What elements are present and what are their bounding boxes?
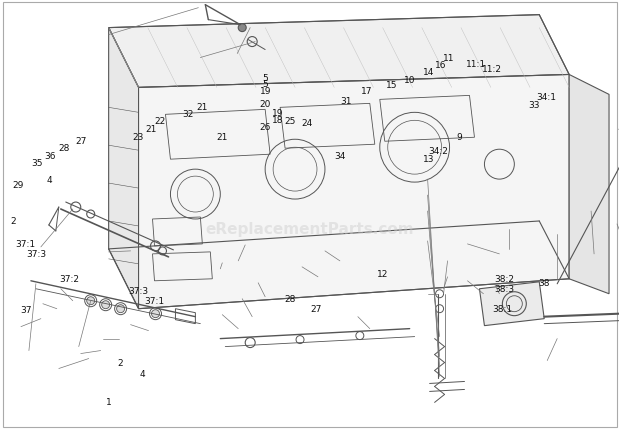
Circle shape <box>117 305 125 313</box>
Text: 1: 1 <box>106 397 112 406</box>
Text: 28: 28 <box>285 294 296 303</box>
Polygon shape <box>108 15 569 88</box>
Text: 14: 14 <box>423 68 435 77</box>
Circle shape <box>102 301 110 309</box>
Text: 38:1: 38:1 <box>493 304 513 313</box>
Text: 4: 4 <box>139 369 144 378</box>
Text: 18: 18 <box>272 115 283 124</box>
Text: 38: 38 <box>538 278 549 287</box>
Text: 38:3: 38:3 <box>495 284 515 293</box>
Text: 16: 16 <box>435 61 447 71</box>
Circle shape <box>151 310 159 318</box>
Text: 5: 5 <box>263 74 268 82</box>
Text: 11:1: 11:1 <box>466 60 485 69</box>
Polygon shape <box>138 75 569 309</box>
Text: 31: 31 <box>340 97 352 106</box>
Text: 9: 9 <box>457 132 463 141</box>
Text: 27: 27 <box>311 304 322 313</box>
Text: 21: 21 <box>216 132 228 141</box>
Circle shape <box>238 25 246 33</box>
Circle shape <box>87 297 95 305</box>
Text: 11:2: 11:2 <box>482 65 502 74</box>
Text: 32: 32 <box>182 110 193 119</box>
Text: 36: 36 <box>45 151 56 160</box>
Text: 25: 25 <box>285 117 296 126</box>
Polygon shape <box>569 75 609 294</box>
Text: 10: 10 <box>404 76 416 84</box>
Text: 4: 4 <box>46 175 52 184</box>
Text: 24: 24 <box>301 118 312 127</box>
Text: 20: 20 <box>260 100 271 109</box>
Text: 23: 23 <box>133 132 144 141</box>
Polygon shape <box>479 282 544 326</box>
Text: 19: 19 <box>272 108 283 117</box>
Text: 15: 15 <box>386 81 397 90</box>
Text: 38:2: 38:2 <box>495 274 515 283</box>
Text: 21: 21 <box>196 102 208 111</box>
Text: 37:1: 37:1 <box>144 296 164 305</box>
Text: 2: 2 <box>11 217 16 226</box>
Text: 35: 35 <box>31 158 43 167</box>
Text: 37:2: 37:2 <box>59 275 79 284</box>
Text: 26: 26 <box>260 123 271 132</box>
Text: 17: 17 <box>361 87 373 96</box>
Text: 19: 19 <box>260 87 272 96</box>
Polygon shape <box>108 28 138 309</box>
Text: 2: 2 <box>117 358 123 367</box>
Text: 12: 12 <box>377 270 389 279</box>
Text: 21: 21 <box>145 125 156 134</box>
Text: 5: 5 <box>263 80 268 89</box>
Text: 22: 22 <box>155 117 166 126</box>
Text: 37:1: 37:1 <box>16 240 36 249</box>
Text: 34:2: 34:2 <box>428 146 448 155</box>
Text: 33: 33 <box>528 101 539 110</box>
Text: 37: 37 <box>20 305 32 314</box>
Text: eReplacementParts.com: eReplacementParts.com <box>206 222 414 237</box>
Text: 37:3: 37:3 <box>128 287 148 296</box>
Text: 27: 27 <box>76 137 87 146</box>
Text: 37:3: 37:3 <box>27 249 47 258</box>
Text: 34: 34 <box>334 151 345 160</box>
Text: 11: 11 <box>443 54 455 63</box>
Text: 34:1: 34:1 <box>536 92 556 101</box>
Text: 28: 28 <box>58 144 69 153</box>
Text: 13: 13 <box>423 155 435 164</box>
Text: 29: 29 <box>12 181 24 190</box>
